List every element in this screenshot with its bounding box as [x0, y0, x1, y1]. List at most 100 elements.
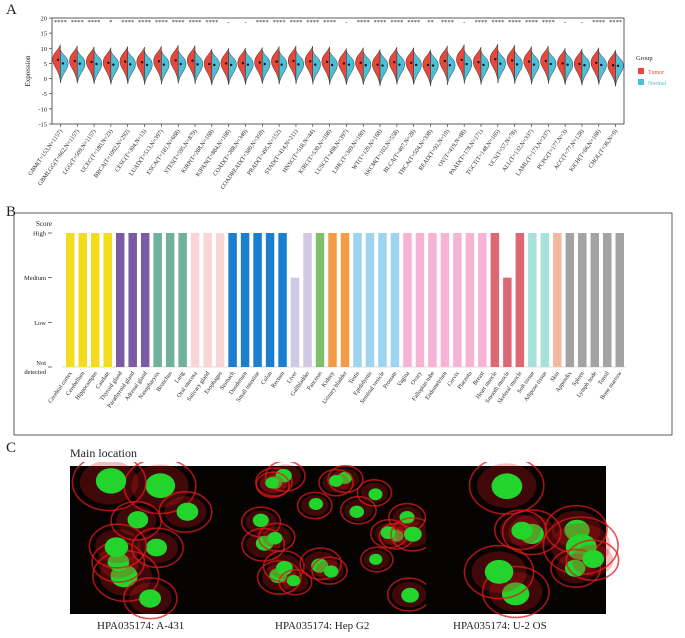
violin-normal — [564, 50, 574, 85]
median-normal — [415, 63, 418, 67]
violin-tumor — [439, 45, 448, 83]
nucleus — [252, 513, 269, 528]
x-tick-label: ACC(T=77,N=128) — [553, 128, 586, 171]
significance-label: - — [463, 19, 465, 26]
violin-tumor — [388, 46, 398, 84]
median-tumor — [611, 64, 615, 67]
tissue-bar — [415, 233, 425, 367]
median-normal — [229, 63, 233, 67]
violin-tumor — [170, 45, 179, 82]
violin-tumor — [102, 47, 112, 85]
x-tick-label: KICH(T=66,N=168) — [568, 128, 602, 173]
tissue-bar — [178, 233, 187, 367]
median-tumor — [292, 59, 295, 63]
median-normal — [112, 63, 115, 66]
significance-label: **** — [609, 19, 622, 26]
violin-normal — [144, 51, 153, 85]
y-tick-label: Medium — [24, 275, 46, 282]
tissue-bar — [465, 233, 475, 367]
significance-label: - — [564, 19, 566, 26]
legend-title: Group — [636, 55, 653, 62]
violin-normal — [177, 50, 187, 84]
median-tumor — [157, 60, 161, 63]
median-normal — [179, 62, 182, 66]
median-tumor — [359, 61, 362, 65]
cell-cytoskeleton — [88, 523, 148, 569]
significance-label: ** — [427, 19, 434, 26]
violin-normal — [581, 51, 590, 85]
significance-label: **** — [138, 19, 151, 26]
violin-normal — [194, 50, 203, 85]
violin-tumor — [287, 45, 297, 83]
violin-normal — [346, 50, 355, 85]
violin-tumor — [355, 47, 364, 85]
tissue-bar — [578, 233, 587, 367]
violin-tumor — [489, 43, 499, 81]
violin-normal — [598, 51, 607, 85]
image-a431-cells — [71, 462, 213, 620]
nucleus — [323, 565, 339, 578]
tissue-label: Skin — [550, 371, 561, 383]
median-normal — [583, 64, 586, 67]
tissue-label: Rectum — [271, 370, 287, 389]
nucleus — [511, 521, 533, 540]
x-tick-label: ALL(T=132,N=337) — [501, 128, 535, 173]
nucleus — [145, 538, 168, 557]
median-tumor — [258, 61, 261, 64]
median-tumor — [494, 57, 497, 61]
median-tumor — [426, 63, 430, 67]
y-tick-label: -5 — [42, 91, 47, 98]
tissue-bar — [215, 233, 225, 367]
median-normal — [246, 63, 250, 66]
tissue-bar — [490, 233, 500, 367]
violin-normal — [76, 50, 86, 84]
y-tick-label: High — [33, 231, 47, 238]
median-normal — [347, 63, 351, 66]
x-tick-label: UCEC(T=180,N=23) — [79, 128, 114, 174]
median-normal — [616, 64, 620, 68]
cell-cytoskeleton — [318, 468, 354, 497]
median-normal — [499, 62, 502, 65]
violin-normal — [110, 50, 119, 85]
significance-label: **** — [525, 19, 538, 26]
tissue-bar — [615, 233, 625, 367]
image-hepg2-cells — [240, 462, 435, 612]
violin-tumor — [338, 48, 347, 85]
significance-label: - — [581, 19, 583, 26]
cell-cytoskeleton — [299, 547, 342, 581]
tissue-bar — [240, 233, 250, 367]
cell-cytoskeleton — [565, 539, 620, 582]
y-tick-label: 10 — [41, 46, 48, 53]
cell-cytoskeleton — [360, 546, 394, 573]
violin-normal — [497, 50, 506, 84]
median-normal — [297, 63, 300, 66]
y-tick-label: 20 — [41, 16, 48, 23]
violin-normal — [228, 51, 237, 85]
violin-tumor — [607, 50, 616, 87]
tissue-bar — [228, 233, 237, 367]
x-tick-label: STES(T=595,N=879) — [163, 128, 199, 175]
median-tumor — [376, 63, 379, 66]
tissue-bar — [115, 233, 125, 367]
median-normal — [566, 63, 569, 66]
cell-cytoskeleton — [123, 577, 178, 620]
median-normal — [280, 63, 283, 66]
median-tumor — [241, 61, 245, 65]
median-tumor — [275, 60, 278, 63]
score-label: Score — [36, 220, 52, 228]
nucleus — [399, 511, 415, 524]
y-tick-label: 5 — [44, 61, 47, 68]
median-tumor — [309, 60, 312, 63]
main-location-label: Main location — [70, 446, 137, 460]
tissue-bar — [403, 233, 412, 367]
median-tumor — [191, 59, 194, 62]
y-tick-label: -15 — [38, 122, 47, 129]
violin-normal — [93, 50, 103, 84]
violin-normal — [295, 50, 304, 85]
tissue-bar — [90, 233, 100, 367]
nucleus — [139, 589, 162, 608]
significance-label: **** — [374, 19, 387, 26]
violin-normal — [278, 50, 288, 85]
significance-label: **** — [172, 19, 185, 26]
